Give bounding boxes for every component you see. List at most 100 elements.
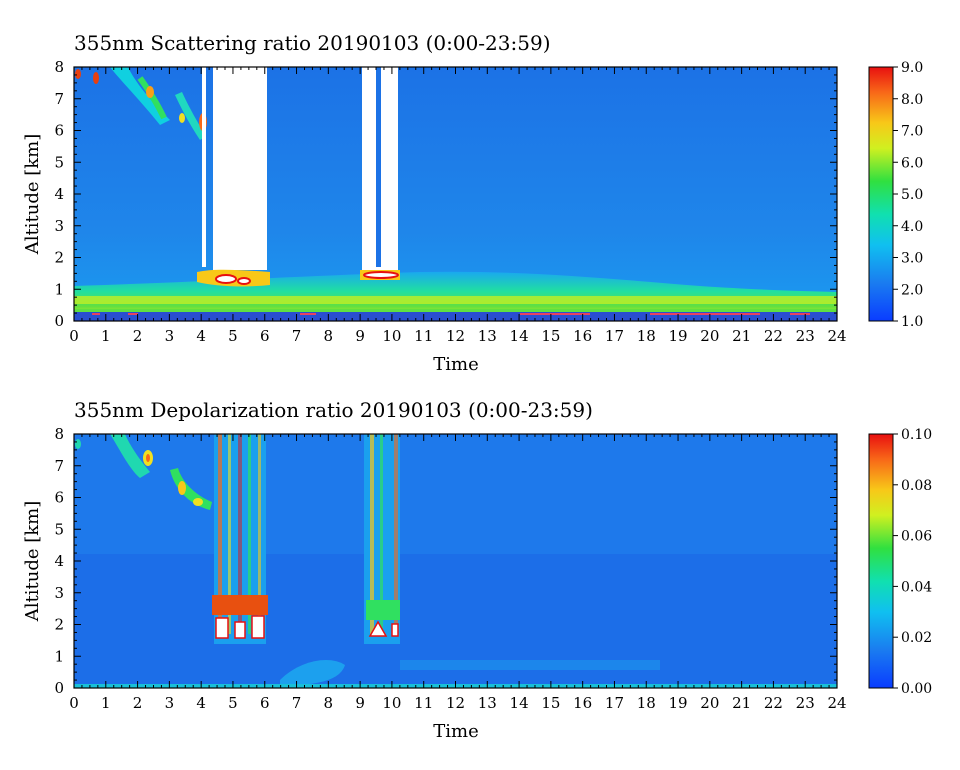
- y-tick-label: 3: [54, 217, 64, 235]
- cirrus-core: [179, 113, 185, 123]
- x-tick-label: 7: [292, 327, 302, 345]
- heatmap-scattering: [74, 67, 837, 321]
- colorbar-ticks: 1.0 2.0 3.0 4.0 5.0 6.0 7.0 8.0 9.0: [893, 60, 923, 330]
- x-axis-label: Time: [433, 354, 478, 375]
- x-axis-ticks: 0 1 2 3 4 5 6 7 8 9 10 11 12 13 14 15 16 17 18 19 20 21 22 23 24: [69, 67, 847, 345]
- x-tick-label: 2: [133, 694, 143, 712]
- colorbar-tick-label: 3.0: [901, 251, 923, 267]
- colorbar-tick-label: 0.10: [901, 427, 932, 443]
- x-tick-label: 21: [732, 327, 751, 345]
- y-tick-label: 4: [54, 552, 64, 570]
- cirrus-streak: [110, 434, 150, 478]
- x-tick-label: 20: [700, 694, 719, 712]
- x-tick-label: 14: [510, 694, 529, 712]
- y-axis-label: Altitude [km]: [22, 501, 43, 623]
- cirrus-core: [178, 481, 186, 495]
- colorbar-tick-label: 5.0: [901, 187, 923, 203]
- y-tick-label: 8: [54, 425, 64, 443]
- x-tick-label: 16: [573, 694, 592, 712]
- x-axis-ticks: 0 1 2 3 4 5 6 7 8 9 10 11 12 13 14 15 16 17 18 19 20 21 22 23 24: [69, 434, 847, 712]
- cloud-column-white: [202, 67, 206, 267]
- cloud-column-white: [213, 67, 267, 270]
- x-tick-label: 16: [573, 327, 592, 345]
- cirrus-streak: [110, 67, 170, 125]
- x-tick-label: 23: [796, 694, 815, 712]
- colorbar-scattering: 1.0 2.0 3.0 4.0 5.0 6.0 7.0 8.0 9.0: [868, 60, 923, 330]
- x-tick-label: 1: [101, 327, 111, 345]
- x-tick-label: 18: [637, 327, 656, 345]
- y-axis-ticks: 0 1 2 3 4 5 6 7 8: [54, 425, 837, 697]
- heatmap-depolarization: [74, 434, 837, 688]
- colorbar-depolarization: 0.00 0.02 0.04 0.06 0.08 0.10: [868, 427, 932, 697]
- x-tick-label: 24: [827, 327, 846, 345]
- panel-title: 355nm Depolarization ratio 20190103 (0:0…: [74, 398, 593, 422]
- x-tick-label: 11: [414, 327, 433, 345]
- colorbar-tick-label: 0.02: [901, 630, 932, 646]
- x-tick-label: 3: [165, 327, 175, 345]
- x-tick-label: 4: [196, 694, 206, 712]
- y-tick-label: 4: [54, 185, 64, 203]
- x-tick-label: 19: [668, 694, 687, 712]
- near-surface-band: [74, 309, 837, 312]
- colorbar-tick-label: 9.0: [901, 60, 923, 76]
- aerosol-patch: [280, 660, 345, 686]
- y-tick-label: 7: [54, 90, 64, 108]
- x-tick-label: 9: [355, 694, 365, 712]
- x-tick-label: 17: [605, 327, 624, 345]
- x-tick-label: 8: [324, 327, 334, 345]
- colorbar: [868, 433, 894, 689]
- x-tick-label: 23: [796, 327, 815, 345]
- colorbar-tick-label: 6.0: [901, 155, 923, 171]
- cirrus-core: [146, 86, 154, 98]
- x-tick-label: 12: [446, 694, 465, 712]
- cirrus-core: [75, 439, 81, 449]
- cirrus-core: [93, 72, 99, 84]
- colorbar-tick-label: 0.04: [901, 579, 932, 595]
- x-tick-label: 3: [165, 694, 175, 712]
- x-tick-label: 6: [260, 327, 270, 345]
- x-tick-label: 2: [133, 327, 143, 345]
- x-tick-label: 0: [69, 327, 79, 345]
- y-tick-label: 0: [54, 679, 64, 697]
- y-tick-label: 7: [54, 457, 64, 475]
- x-tick-label: 21: [732, 694, 751, 712]
- colorbar-tick-label: 0.08: [901, 478, 932, 494]
- colorbar-tick-label: 7.0: [901, 124, 923, 140]
- x-tick-label: 24: [827, 694, 846, 712]
- x-tick-label: 15: [541, 694, 560, 712]
- colorbar-tick-label: 2.0: [901, 282, 923, 298]
- panel-title: 355nm Scattering ratio 20190103 (0:00-23…: [74, 31, 551, 55]
- x-tick-label: 13: [478, 694, 497, 712]
- cloud-base-core: [215, 274, 237, 284]
- boundary-layer-peak: [74, 296, 837, 304]
- panel-depolarization-ratio: 355nm Depolarization ratio 20190103 (0:0…: [22, 398, 932, 742]
- x-tick-label: 0: [69, 694, 79, 712]
- y-tick-label: 6: [54, 489, 64, 507]
- colorbar-tick-label: 1.0: [901, 314, 923, 330]
- x-tick-label: 13: [478, 327, 497, 345]
- x-tick-label: 9: [355, 327, 365, 345]
- cirrus-streak: [137, 76, 167, 120]
- y-tick-label: 8: [54, 58, 64, 76]
- x-tick-label: 7: [292, 694, 302, 712]
- colorbar-tick-label: 4.0: [901, 219, 923, 235]
- colorbar-tick-label: 8.0: [901, 92, 923, 108]
- cirrus-core: [75, 69, 81, 79]
- cirrus-streak: [175, 92, 206, 140]
- x-tick-label: 5: [228, 694, 238, 712]
- x-tick-label: 17: [605, 694, 624, 712]
- cloud-column: [212, 434, 268, 644]
- x-tick-label: 8: [324, 694, 334, 712]
- x-tick-label: 22: [764, 327, 783, 345]
- cloud-column: [364, 434, 400, 644]
- y-tick-label: 6: [54, 122, 64, 140]
- x-tick-label: 15: [541, 327, 560, 345]
- upper-noise: [74, 434, 837, 554]
- x-tick-label: 20: [700, 327, 719, 345]
- y-axis-label: Altitude [km]: [22, 134, 43, 256]
- colorbar-tick-label: 0.00: [901, 681, 932, 697]
- x-tick-label: 22: [764, 694, 783, 712]
- x-tick-label: 6: [260, 694, 270, 712]
- x-tick-label: 10: [382, 694, 401, 712]
